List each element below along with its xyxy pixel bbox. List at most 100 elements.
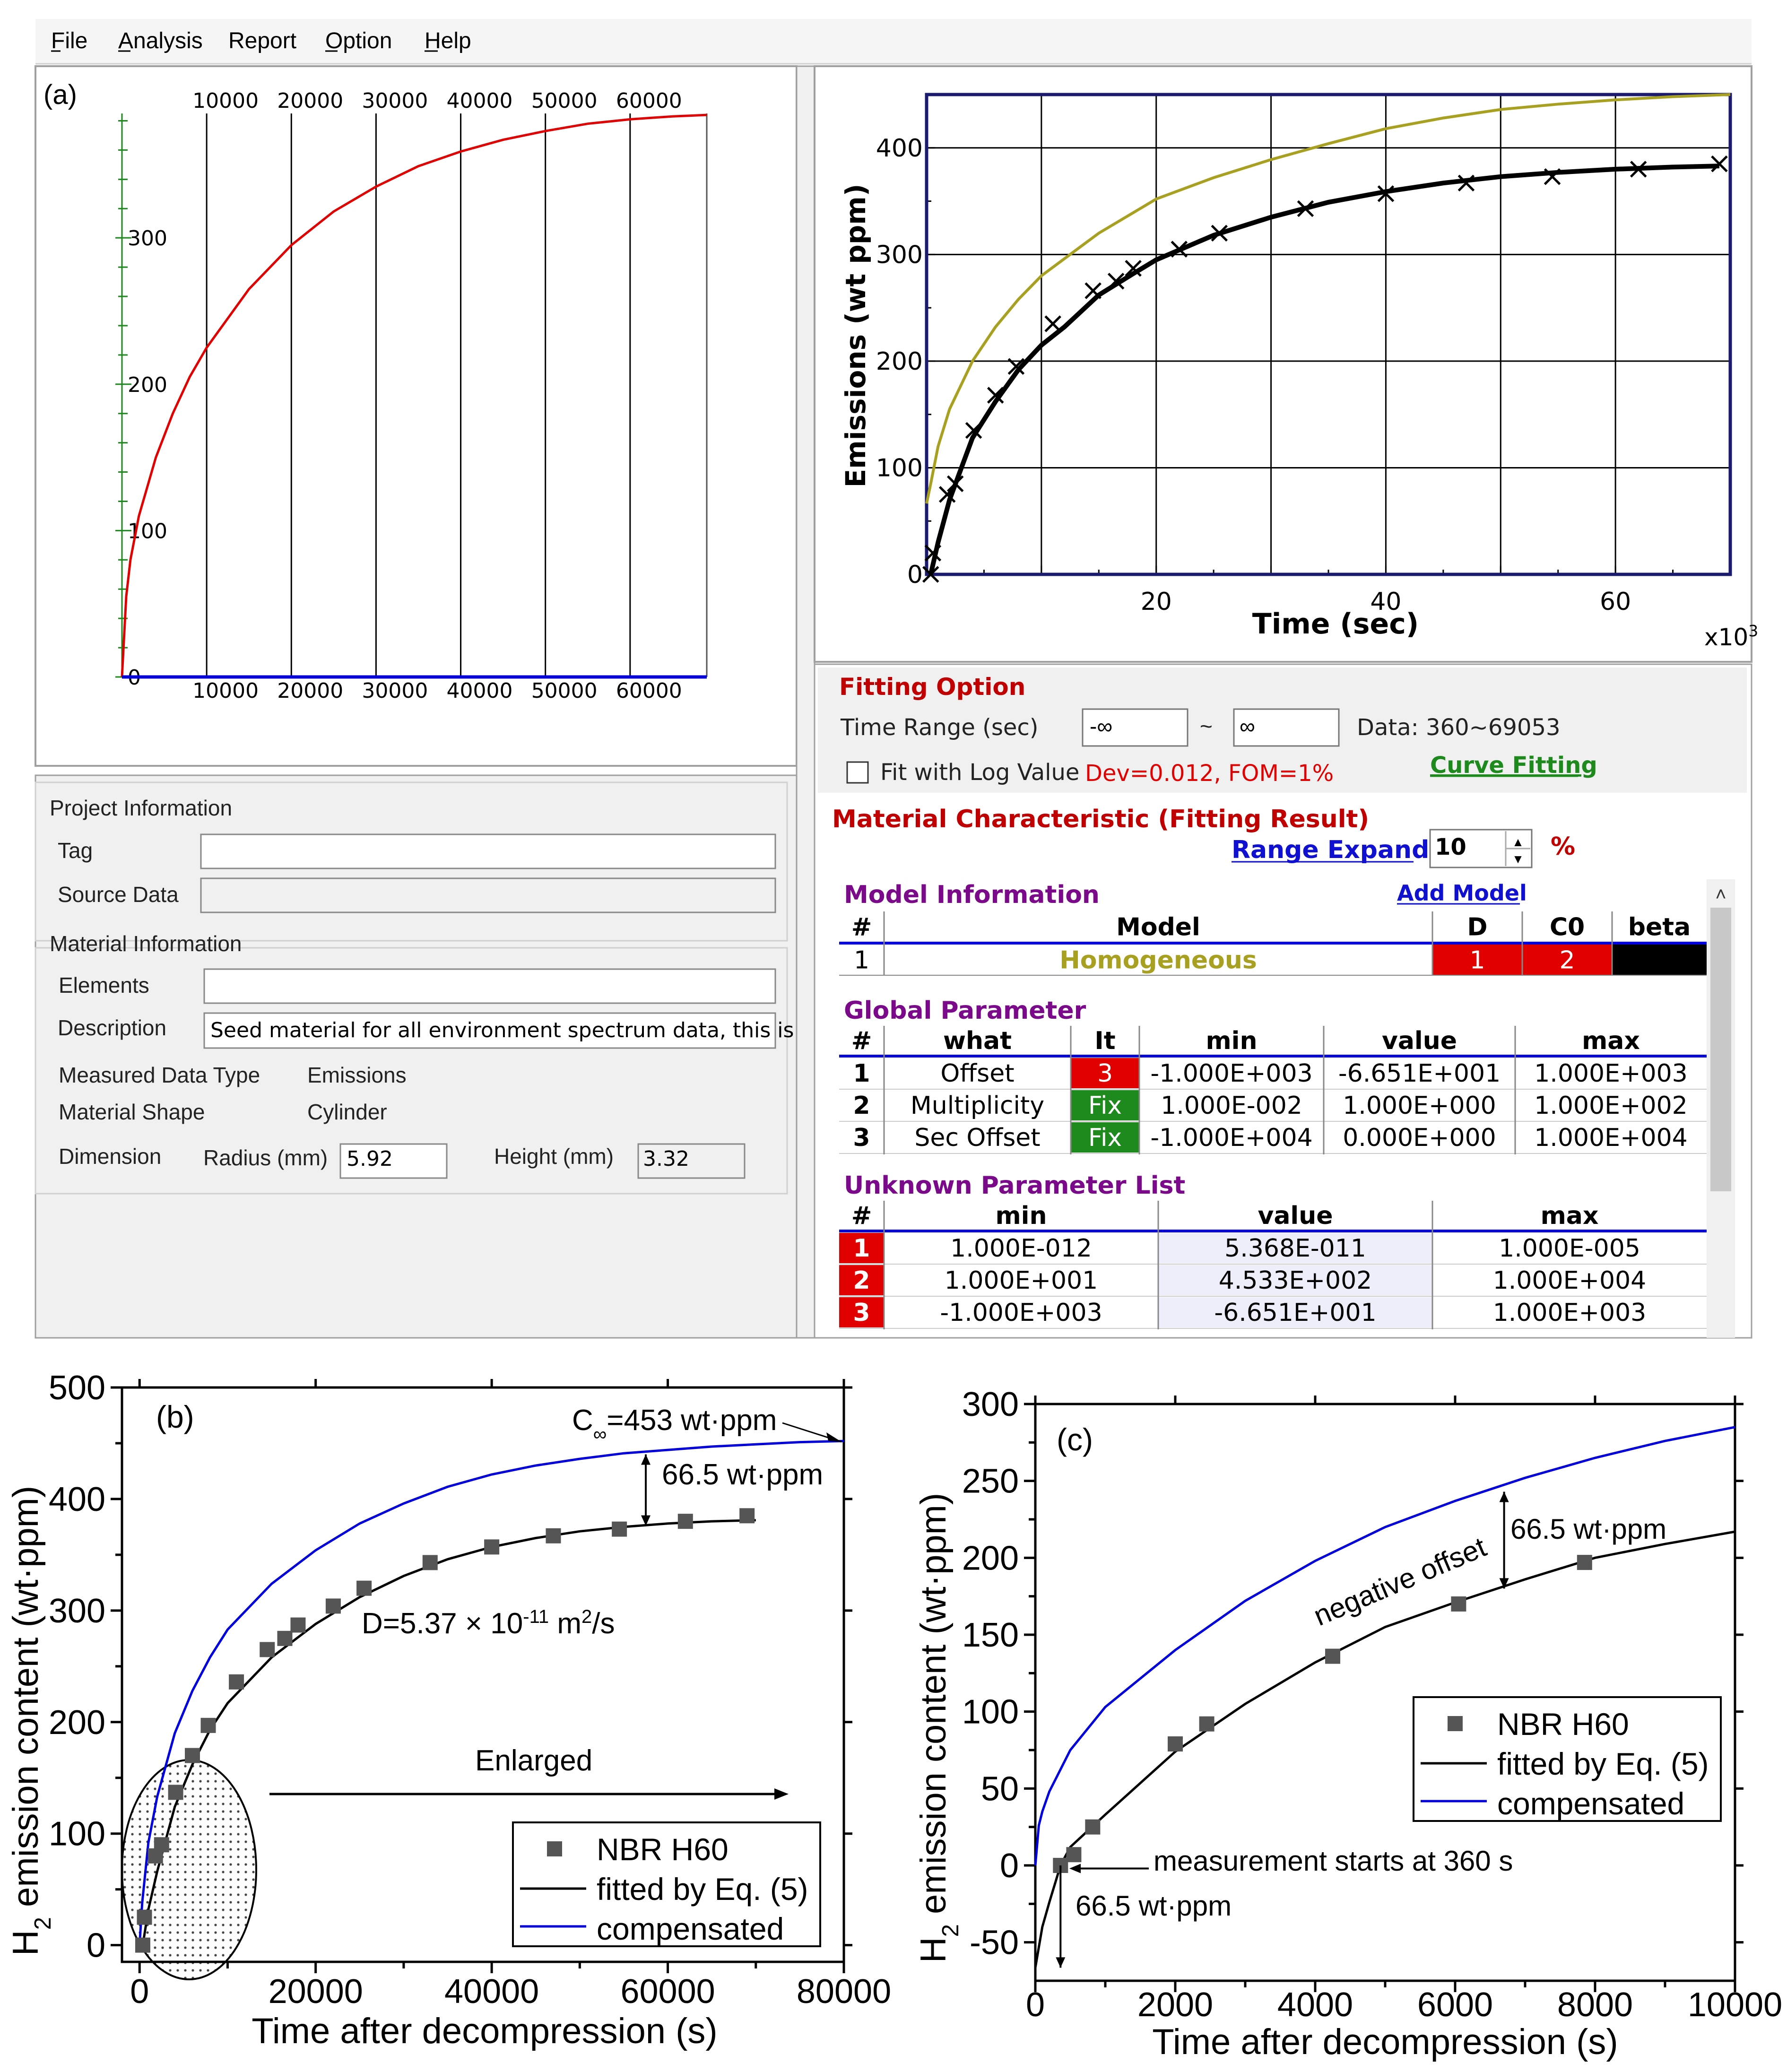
model-cell[interactable]: 1 — [854, 946, 869, 975]
add-model-link[interactable]: Add Model — [1397, 880, 1527, 906]
log-checkbox[interactable] — [846, 761, 869, 784]
chart-a-series-fitted — [121, 113, 707, 677]
global-cell[interactable]: 1.000E+004 — [1534, 1124, 1688, 1152]
chart-b-x-label: Time after decompression (s) — [252, 2011, 717, 2051]
global-cell-bg — [1139, 1058, 1324, 1088]
unknown-cell[interactable]: -1.000E+003 — [940, 1299, 1102, 1327]
global-cell[interactable]: 1.000E+003 — [1534, 1059, 1688, 1088]
global-cell[interactable]: -1.000E+004 — [1150, 1124, 1312, 1152]
menu-report[interactable]: Report — [228, 28, 296, 53]
radius-input[interactable] — [339, 1143, 448, 1179]
chart-b-x-tick-label: 60000 — [620, 1973, 715, 2011]
spinner-up-icon[interactable]: ▲ — [1512, 835, 1524, 849]
chart-fit-data-point — [1007, 358, 1025, 375]
unknown-cell-bg — [1432, 1265, 1707, 1295]
chart-b-offset-label: 66.5 wt·ppm — [662, 1458, 823, 1491]
chart-b-legend-marker — [547, 1841, 562, 1856]
unknown-cell-bg — [1158, 1265, 1432, 1295]
chart-c-data-point — [1451, 1596, 1466, 1612]
global-cell[interactable]: -6.651E+001 — [1338, 1059, 1501, 1088]
spinner-down-icon[interactable]: ▼ — [1512, 852, 1524, 866]
unknown-cell[interactable]: 5.368E-011 — [1224, 1234, 1366, 1263]
model-header-c0-bg — [1522, 911, 1612, 942]
chart-c: 0 2000 4000 6000 8000 10000-50050100150200250… — [913, 1386, 1782, 2062]
chart-a-top-tick-label: 40000 — [447, 89, 513, 113]
tag-input[interactable] — [200, 833, 776, 869]
chart-a-top-tick-label: 30000 — [362, 89, 428, 113]
model-cell[interactable]: 1 — [1469, 946, 1485, 975]
radius-label: Radius (mm) — [203, 1145, 328, 1170]
global-cell-bg — [884, 1058, 1071, 1088]
global-cell[interactable]: 1.000E+002 — [1534, 1092, 1688, 1120]
source-data-input[interactable] — [200, 877, 776, 913]
chart-c-x-tick-label: 10000 — [1688, 1986, 1782, 2024]
chart-fit-data-point — [1457, 174, 1475, 191]
unknown-cell[interactable]: 4.533E+002 — [1219, 1266, 1372, 1295]
unknown-cell[interactable]: 1.000E-005 — [1499, 1234, 1640, 1263]
elements-input[interactable] — [203, 968, 776, 1004]
global-cell[interactable]: Fix — [1088, 1092, 1122, 1120]
menu-analysis[interactable]: Analysis — [118, 28, 203, 53]
chart-c-data-point — [1577, 1555, 1592, 1570]
global-cell[interactable]: 0.000E+000 — [1343, 1124, 1496, 1152]
measured-type-value: Emissions — [307, 1063, 407, 1087]
global-cell-bg — [1071, 1122, 1139, 1153]
chart-b-d-label-part: D=5.37 × 10 — [362, 1607, 523, 1640]
chart-a-y-tick-label: 300 — [128, 226, 167, 251]
global-cell[interactable]: Fix — [1088, 1124, 1122, 1152]
material-title: Material Information — [50, 931, 242, 956]
menu-option[interactable]: Option — [325, 28, 392, 53]
unknown-cell[interactable]: -6.651E+001 — [1214, 1299, 1376, 1327]
chart-c-legend-label: NBR H60 — [1497, 1707, 1629, 1742]
chart-c-legend: NBR H60 fitted by Eq. (5) compensated — [1413, 1696, 1722, 1822]
model-cell-bg — [1522, 945, 1612, 975]
fitting-option-title: Fitting Option — [839, 673, 1025, 701]
height-input[interactable] — [637, 1143, 746, 1179]
chart-a-bottom-tick-label: 50000 — [531, 679, 598, 703]
chart-c-legend-marker — [1448, 1716, 1463, 1731]
unknown-cell[interactable]: 1.000E+001 — [945, 1266, 1098, 1295]
chart-b-c-inf-label-part: C — [572, 1404, 593, 1437]
model-cell[interactable]: 2 — [1559, 946, 1575, 975]
global-header-#: # — [851, 1027, 872, 1055]
fit-stats: Dev=0.012, FOM=1% — [1085, 760, 1334, 787]
vertical-splitter[interactable] — [796, 65, 815, 1339]
range-expand-link[interactable]: Range Expand — [1232, 836, 1429, 864]
height-value: 3.32 — [643, 1147, 689, 1171]
chart-a-y-tick-label: 200 — [128, 373, 167, 397]
global-cell-bg — [1324, 1090, 1515, 1120]
scroll-up-icon[interactable]: ˄ — [1715, 884, 1726, 905]
unknown-cell-bg — [1158, 1233, 1432, 1263]
model-cell[interactable]: Homogeneous — [1059, 946, 1257, 975]
scrollbar-thumb[interactable] — [1710, 908, 1731, 1191]
chart-b-y-tick-label: 100 — [49, 1815, 105, 1853]
chart-fit-x-multiplier-part: 3 — [1748, 622, 1758, 640]
global-cell[interactable]: 1.000E+000 — [1343, 1092, 1496, 1120]
time-from-input[interactable] — [1082, 708, 1188, 747]
global-param-table: # what It min value max 1 Offset 3 -1.000E+003 -6.… — [839, 1026, 1707, 1154]
curve-fitting-link[interactable]: Curve Fitting — [1430, 752, 1597, 779]
chart-c-data-point — [1168, 1736, 1183, 1751]
chart-fit-data-point — [922, 566, 939, 583]
global-cell[interactable]: 1.000E-002 — [1161, 1092, 1302, 1120]
unknown-cell[interactable]: 1.000E+004 — [1493, 1266, 1647, 1295]
global-cell: 2 — [853, 1092, 870, 1120]
description-input[interactable] — [203, 1012, 776, 1049]
model-header-#: # — [851, 913, 872, 942]
chart-a-top-tick-label: 50000 — [531, 89, 598, 113]
unknown-cell[interactable]: 1.000E-012 — [950, 1234, 1092, 1263]
model-cell-bg — [1612, 945, 1707, 975]
menu-help[interactable]: Help — [425, 28, 471, 53]
global-header-#-bg — [839, 1026, 884, 1055]
chart-fit-data-point — [924, 545, 942, 562]
chart-a-pane — [35, 65, 798, 767]
source-data-label: Source Data — [58, 882, 179, 907]
global-header-it-bg — [1071, 1026, 1139, 1055]
global-cell[interactable]: -1.000E+003 — [1150, 1059, 1312, 1088]
time-to-input[interactable] — [1233, 708, 1340, 747]
description-label: Description — [58, 1015, 166, 1040]
unknown-cell[interactable]: 1.000E+003 — [1493, 1299, 1647, 1327]
menu-file[interactable]: File — [51, 28, 87, 53]
chart-b-legend-label: NBR H60 — [597, 1832, 729, 1867]
global-cell[interactable]: 3 — [1097, 1059, 1113, 1088]
